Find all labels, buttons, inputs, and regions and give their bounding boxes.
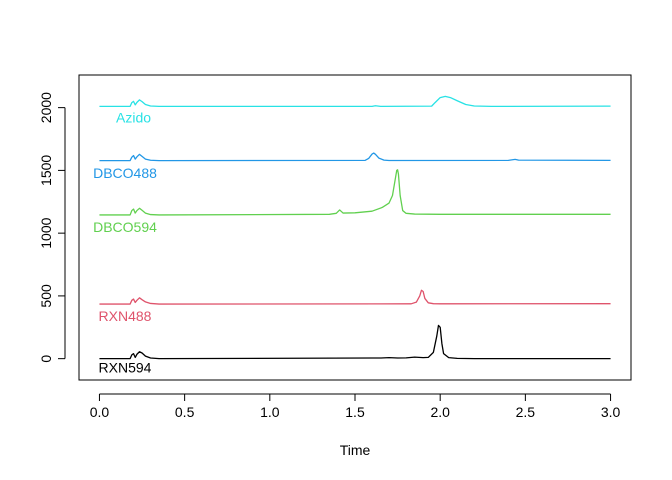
x-tick-label: 0.0 xyxy=(90,404,110,420)
series-label-azido: Azido xyxy=(116,110,151,126)
series-line-dbco594 xyxy=(99,169,611,216)
series-line-dbco488 xyxy=(99,152,611,162)
x-tick-label: 1.5 xyxy=(345,404,365,420)
series-label-dbco488: DBCO488 xyxy=(93,165,157,181)
series-line-rxn594 xyxy=(99,324,611,360)
x-tick-label: 3.0 xyxy=(601,404,621,420)
x-axis: 0.0 0.5 1.0 1.5 2.0 2.5 3.0 xyxy=(90,393,621,420)
series-line-rxn488 xyxy=(99,289,611,305)
x-axis-title: Time xyxy=(340,442,371,458)
y-tick-label: 2000 xyxy=(38,92,54,123)
y-tick-label: 0 xyxy=(38,355,54,363)
series-label-rxn594: RXN594 xyxy=(99,359,152,375)
plot-frame xyxy=(78,74,632,381)
y-tick-label: 1500 xyxy=(38,155,54,186)
series-label-rxn488: RXN488 xyxy=(99,308,152,324)
y-axis: 0 500 1000 1500 2000 xyxy=(38,92,66,363)
y-tick-label: 1000 xyxy=(38,217,54,248)
x-tick-label: 2.5 xyxy=(516,404,536,420)
y-tick-label: 500 xyxy=(38,284,54,308)
x-tick-label: 1.0 xyxy=(260,404,280,420)
x-tick-label: 0.5 xyxy=(175,404,195,420)
series-group: RXN594 RXN488 DBCO594 DBCO488 Azido xyxy=(93,95,611,375)
series-line-azido xyxy=(99,95,611,108)
x-tick-label: 2.0 xyxy=(430,404,450,420)
series-label-dbco594: DBCO594 xyxy=(93,219,157,235)
